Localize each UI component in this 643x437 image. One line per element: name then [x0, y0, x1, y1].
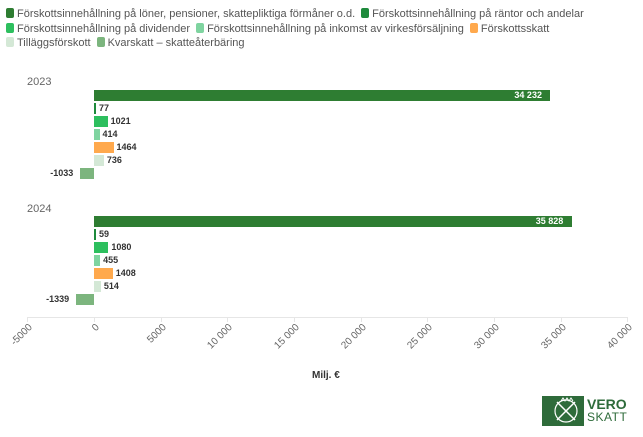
data-bar[interactable] — [94, 103, 96, 114]
x-tick-label: 5000 — [144, 322, 169, 346]
legend-swatch-icon — [6, 37, 14, 47]
data-label: -1339 — [46, 294, 70, 304]
vero-skatt-logo: VERO SKATT — [542, 396, 627, 426]
data-label: 1464 — [116, 142, 137, 152]
data-label: 1021 — [110, 116, 131, 126]
data-label: 34 232 — [514, 90, 542, 100]
data-label: 1080 — [111, 242, 132, 252]
legend-item[interactable]: Förskottsinnehållning på räntor och ande… — [361, 7, 584, 22]
data-label: 35 828 — [535, 216, 564, 226]
data-bar[interactable] — [94, 255, 101, 266]
data-bar[interactable] — [94, 155, 104, 166]
legend-item[interactable]: Förskottsinnehållning på inkomst av virk… — [196, 22, 464, 37]
legend-swatch-icon — [361, 8, 370, 18]
legend-item[interactable]: Tilläggsförskott — [6, 36, 91, 51]
data-bar[interactable] — [94, 268, 113, 279]
legend-label: Tilläggsförskott — [17, 37, 91, 49]
legend-item[interactable]: Förskottsskatt — [469, 22, 550, 37]
x-tick-mark — [294, 317, 295, 322]
category-label: 2023 — [27, 76, 52, 88]
x-tick-mark — [27, 317, 29, 322]
data-bar[interactable] — [80, 168, 94, 179]
x-tick-label: 10 000 — [205, 322, 236, 352]
legend-row: Förskottsinnehållning på löner, pensione… — [6, 7, 636, 22]
legend-label: Förskottsskatt — [480, 22, 550, 35]
data-bar[interactable] — [94, 242, 109, 253]
legend-item[interactable]: Kvarskatt – skatteåterbäring — [96, 36, 245, 51]
crest-icon — [542, 396, 584, 426]
x-tick-mark — [627, 317, 629, 322]
data-label: 59 — [99, 229, 110, 239]
legend-label: Förskottsinnehållning på dividender — [17, 22, 191, 35]
legend-swatch-icon — [96, 37, 105, 47]
legend-swatch-icon — [6, 8, 14, 18]
data-bar[interactable] — [94, 142, 114, 153]
x-tick-label: 15 000 — [272, 322, 302, 352]
data-bar[interactable] — [94, 281, 101, 292]
x-axis-line — [27, 317, 628, 318]
legend-swatch-icon — [196, 22, 205, 33]
legend-item[interactable]: Förskottsinnehållning på löner, pensione… — [6, 7, 355, 22]
x-tick-mark — [560, 317, 562, 322]
data-label: 1408 — [115, 268, 136, 278]
data-bar[interactable] — [94, 229, 96, 240]
data-label: 736 — [106, 155, 122, 165]
data-bar[interactable] — [94, 216, 572, 227]
data-label: 514 — [103, 281, 119, 291]
x-tick-mark — [94, 317, 95, 322]
x-tick-label: 25 000 — [405, 322, 436, 352]
legend-swatch-icon — [469, 22, 478, 33]
x-tick-label: -5000 — [9, 322, 36, 348]
x-tick-label: 30 000 — [472, 322, 502, 352]
x-tick-mark — [427, 317, 429, 322]
legend-row: Tilläggsförskott Kvarskatt – skatteåterbä… — [6, 36, 636, 51]
x-tick-mark — [227, 317, 229, 322]
data-bar[interactable] — [94, 90, 551, 101]
x-tick-label: 35 000 — [539, 322, 569, 352]
logo-text-skatt: SKATT — [587, 410, 628, 424]
chart-legend: Förskottsinnehållning på löner, pensione… — [6, 7, 636, 51]
x-axis-title: Milj. € — [312, 370, 340, 381]
data-bar[interactable] — [94, 129, 100, 140]
legend-swatch-icon — [6, 22, 14, 33]
data-label: 77 — [99, 103, 110, 113]
x-tick-mark — [160, 317, 162, 322]
x-tick-mark — [494, 317, 495, 322]
x-tick-label: 20 000 — [339, 322, 369, 352]
logo-text-vero: VERO — [587, 396, 627, 412]
x-tick-label: 40 000 — [605, 322, 636, 352]
data-label: 455 — [103, 255, 119, 265]
legend-label: Förskottsinnehållning på inkomst av virk… — [207, 22, 464, 35]
legend-row: Förskottsinnehållning på dividender Försk… — [6, 22, 636, 37]
x-tick-mark — [360, 317, 362, 322]
data-label: -1033 — [50, 168, 74, 178]
x-tick-label: 0 — [90, 322, 102, 334]
data-bar[interactable] — [94, 116, 108, 127]
data-label: 414 — [102, 129, 118, 139]
legend-label: Kvarskatt – skatteåterbäring — [107, 37, 245, 49]
category-label: 2024 — [27, 203, 52, 215]
legend-label: Förskottsinnehållning på räntor och ande… — [372, 8, 584, 20]
legend-item[interactable]: Förskottsinnehållning på dividender — [6, 22, 190, 37]
legend-label: Förskottsinnehållning på löner, pensione… — [17, 8, 356, 20]
data-bar[interactable] — [76, 294, 94, 305]
